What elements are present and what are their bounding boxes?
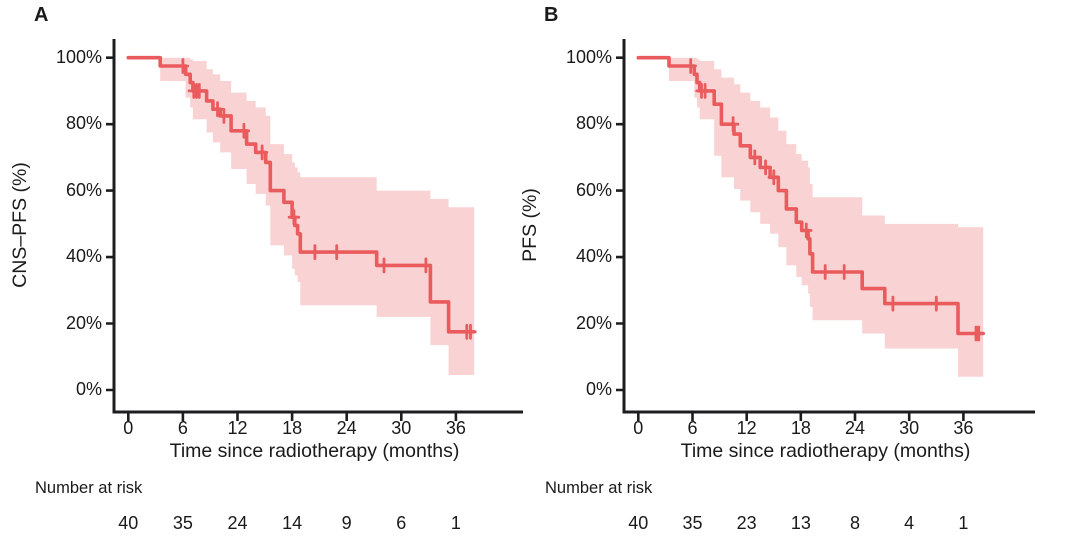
number-at-risk-value: 40: [628, 513, 649, 533]
x-tick-label: 6: [687, 418, 698, 438]
number-at-risk-value: 24: [227, 513, 248, 533]
x-axis-label: Time since radiotherapy (months): [169, 440, 460, 462]
km-plot: [106, 39, 523, 423]
number-at-risk-value: 13: [790, 513, 811, 533]
censor-marks: [176, 58, 477, 340]
axis-ticks: [106, 56, 458, 421]
number-at-risk-value: 1: [958, 513, 969, 533]
number-at-risk-value: 6: [396, 513, 407, 533]
y-tick-label: 80%: [65, 113, 102, 134]
number-at-risk-value: 40: [118, 513, 139, 533]
x-tick-label: 18: [282, 418, 303, 438]
x-tick-label: 6: [177, 418, 188, 438]
confidence-band: [669, 57, 984, 377]
y-tick-label: 80%: [575, 113, 612, 134]
km-plot: [616, 39, 1035, 423]
x-tick-label: 12: [227, 418, 248, 438]
x-tick-label: 12: [736, 418, 757, 438]
y-tick-label: 100%: [565, 46, 612, 67]
y-axis-label: PFS (%): [519, 188, 541, 262]
number-at-risk-value: 8: [850, 513, 861, 533]
censor-marks: [684, 58, 985, 342]
number-at-risk-label: Number at risk: [35, 479, 143, 497]
y-tick-label: 0%: [585, 379, 612, 399]
number-at-risk-value: 4: [904, 513, 915, 533]
number-at-risk-value: 9: [341, 513, 352, 533]
x-tick-label: 30: [391, 418, 412, 438]
x-tick-label: 18: [790, 418, 811, 438]
x-tick-label: 0: [123, 418, 134, 438]
number-at-risk-value: 35: [682, 513, 703, 533]
number-at-risk-value: 1: [450, 513, 461, 533]
y-tick-label: 60%: [65, 179, 102, 200]
axis-lines: [112, 39, 523, 414]
y-tick-label: 40%: [575, 246, 612, 267]
km-svg: [616, 39, 1035, 421]
x-tick-label: 24: [845, 418, 866, 438]
panel-letter: B: [544, 4, 559, 26]
number-at-risk-value: 14: [282, 513, 303, 533]
x-axis-label: Time since radiotherapy (months): [680, 440, 971, 462]
confidence-band: [160, 57, 475, 375]
x-tick-label: 36: [445, 418, 466, 438]
x-tick-label: 24: [336, 418, 357, 438]
panel-letter: A: [34, 4, 49, 26]
y-tick-label: 100%: [55, 46, 102, 67]
y-tick-label: 60%: [575, 179, 612, 200]
y-tick-label: 0%: [75, 379, 102, 399]
number-at-risk-value: 35: [172, 513, 193, 533]
number-at-risk-value: 23: [736, 513, 757, 533]
km-svg: [106, 39, 523, 421]
number-at-risk-label: Number at risk: [545, 479, 653, 497]
x-tick-label: 36: [953, 418, 974, 438]
x-tick-label: 0: [633, 418, 644, 438]
y-tick-label: 40%: [65, 246, 102, 267]
survival-curve: [636, 55, 985, 336]
axis-ticks: [616, 56, 965, 421]
x-tick-label: 30: [899, 418, 920, 438]
y-tick-label: 20%: [65, 312, 102, 333]
y-tick-label: 20%: [575, 312, 612, 333]
